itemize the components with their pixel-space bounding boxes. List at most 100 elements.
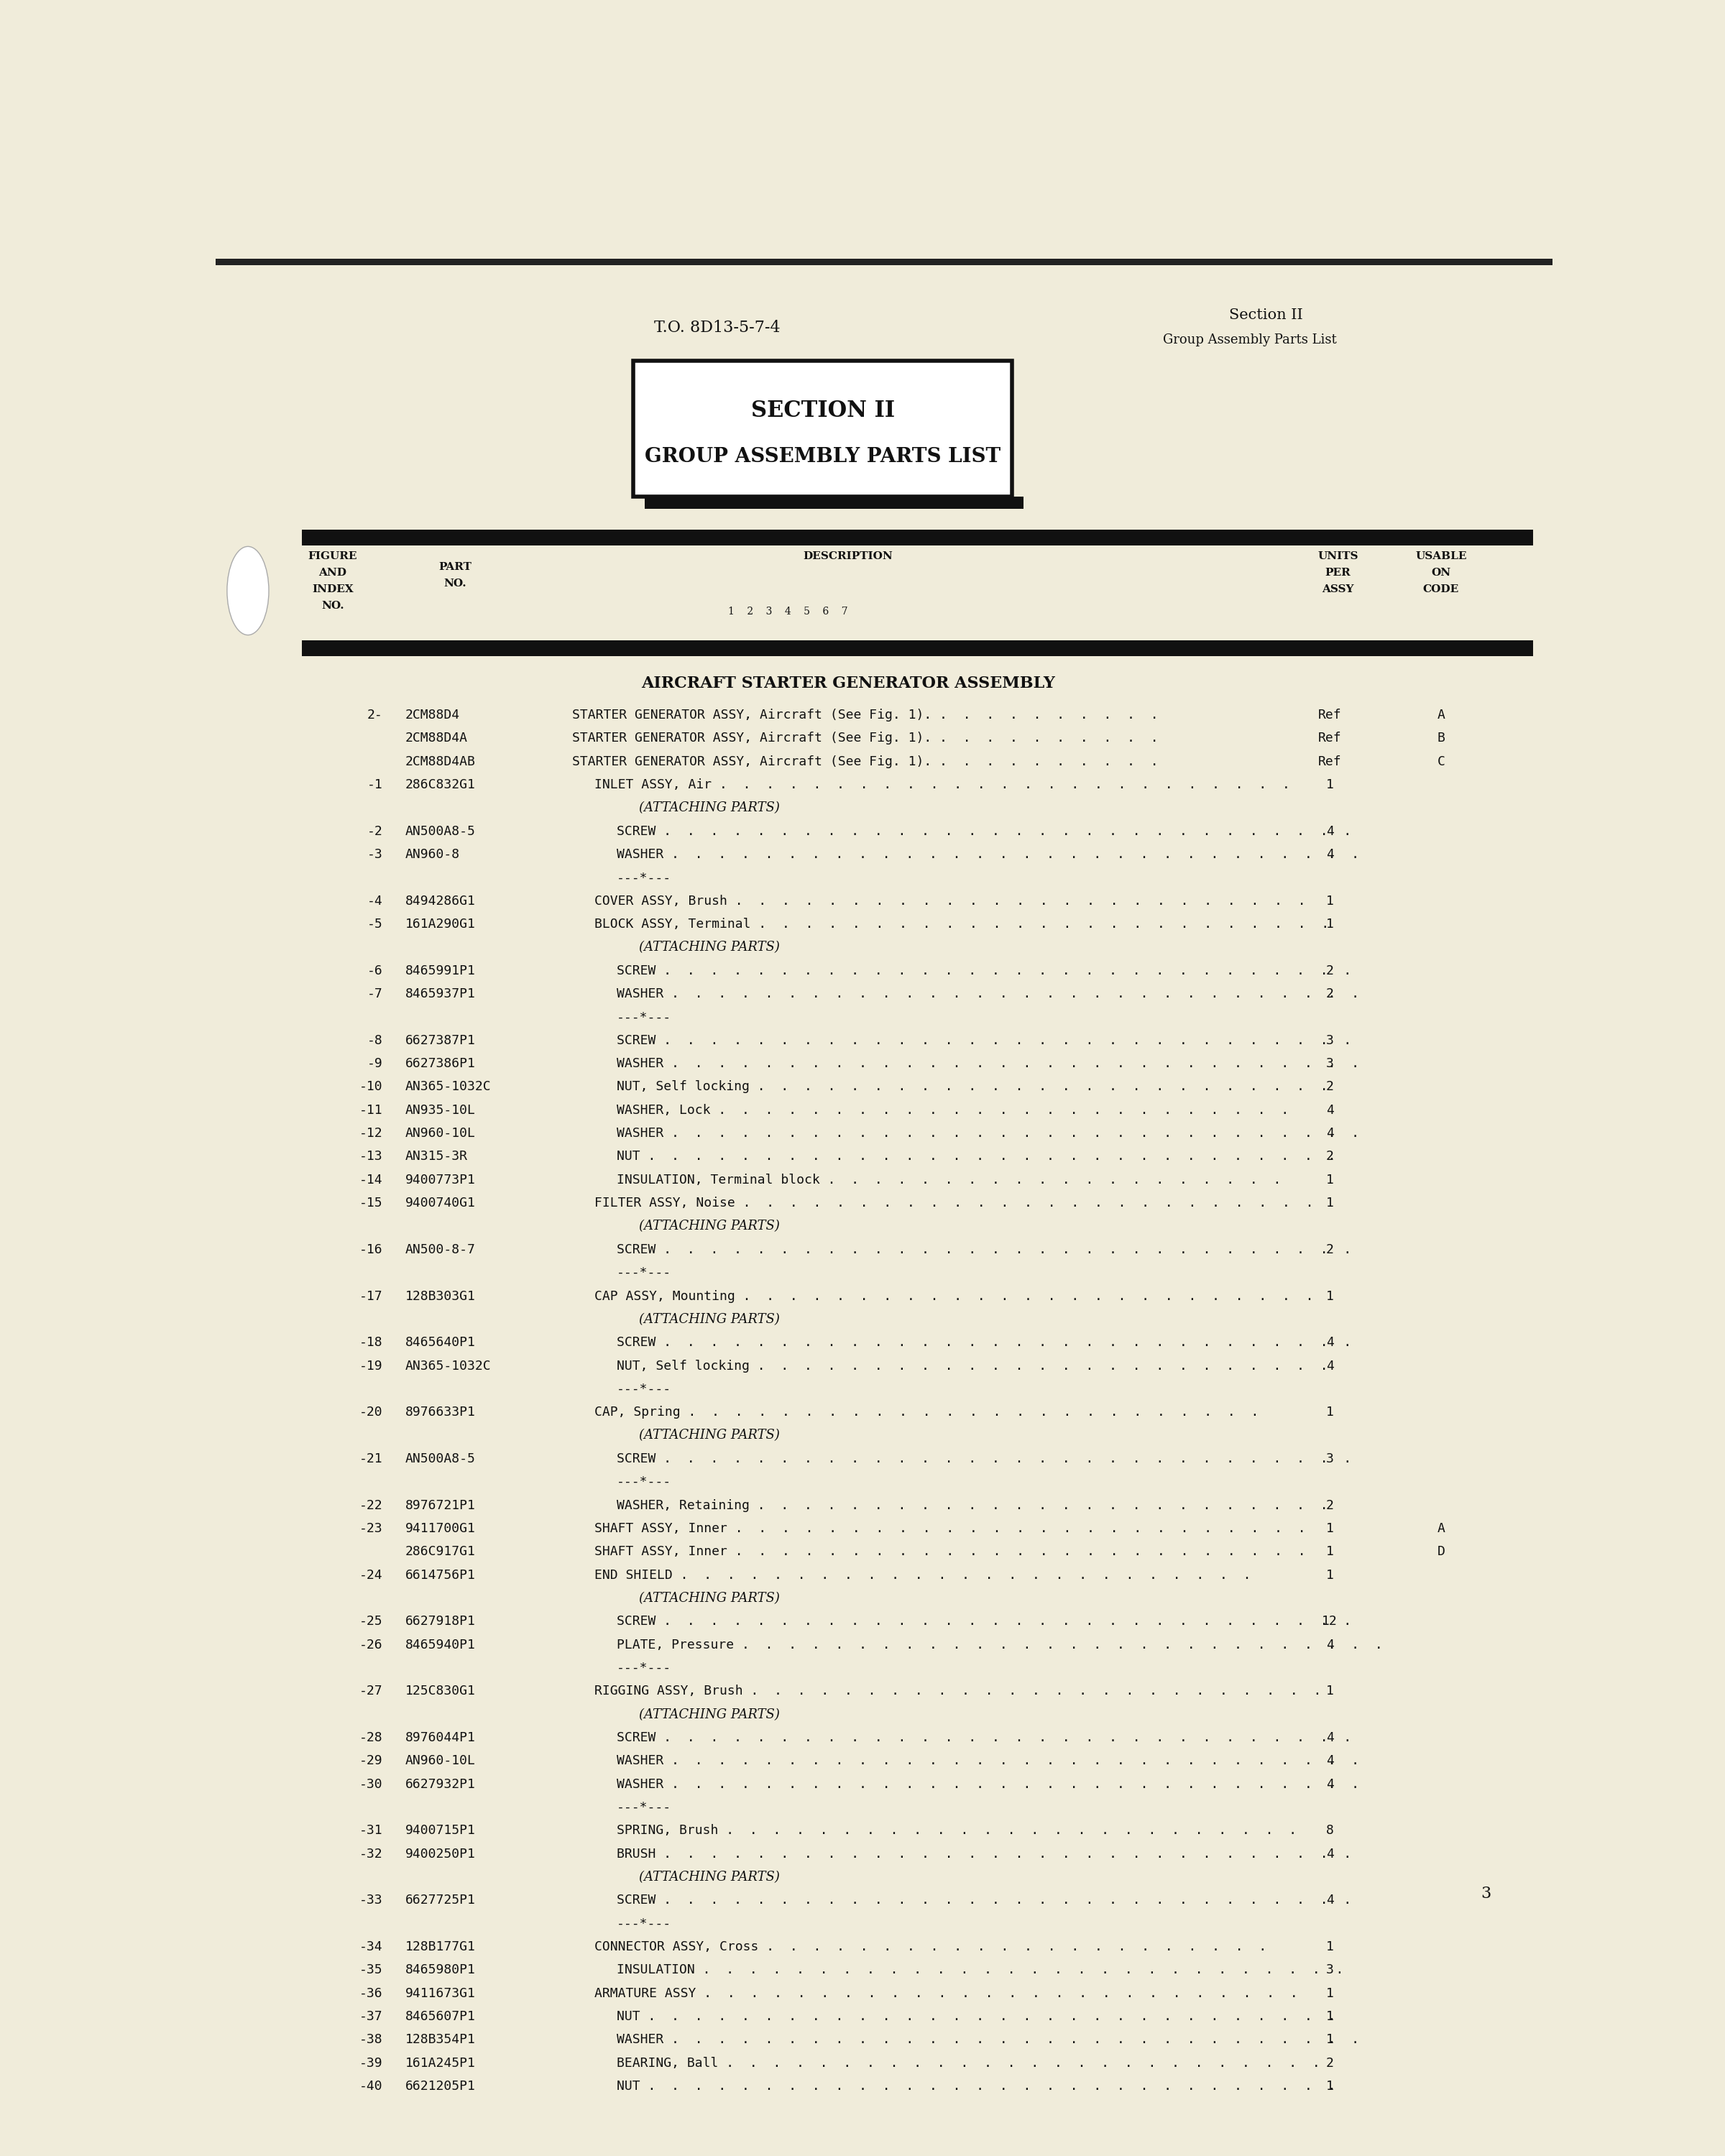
Text: 4: 4 (1327, 1104, 1333, 1117)
Text: B: B (1437, 731, 1446, 744)
Text: T.O. 8D13-5-7-4: T.O. 8D13-5-7-4 (654, 319, 780, 336)
Text: 3: 3 (1480, 1886, 1490, 1902)
Text: 2: 2 (1327, 987, 1333, 1000)
Text: 1: 1 (1327, 1988, 1333, 2001)
Text: 8465607P1: 8465607P1 (405, 2009, 476, 2022)
Text: SPRING, Brush .  .  .  .  .  .  .  .  .  .  .  .  .  .  .  .  .  .  .  .  .  .  : SPRING, Brush . . . . . . . . . . . . . … (618, 1824, 1304, 1837)
Text: NUT .  .  .  .  .  .  .  .  .  .  .  .  .  .  .  .  .  .  .  .  .  .  .  .  .  .: NUT . . . . . . . . . . . . . . . . . . … (618, 1149, 1344, 1162)
Text: (ATTACHING PARTS): (ATTACHING PARTS) (638, 1220, 780, 1233)
Text: ON: ON (1432, 567, 1451, 578)
Text: ---*---: ---*--- (618, 1266, 671, 1279)
Text: ---*---: ---*--- (618, 1917, 671, 1930)
Text: -30: -30 (359, 1779, 383, 1792)
Text: AN960-10L: AN960-10L (405, 1128, 476, 1141)
Text: A: A (1437, 709, 1446, 722)
Text: 1    2    3    4    5    6    7: 1 2 3 4 5 6 7 (728, 606, 849, 617)
Text: AN500A8-5: AN500A8-5 (405, 826, 476, 839)
Text: 2CM88D4AB: 2CM88D4AB (405, 755, 476, 768)
Text: 3: 3 (1327, 1056, 1333, 1069)
Text: 3: 3 (1327, 1964, 1333, 1977)
Text: -21: -21 (359, 1453, 383, 1466)
Bar (302, 640, 1534, 655)
Text: 2: 2 (1327, 1498, 1333, 1511)
Text: (ATTACHING PARTS): (ATTACHING PARTS) (638, 1708, 780, 1720)
Text: INDEX: INDEX (312, 584, 354, 595)
Text: 12: 12 (1321, 1615, 1337, 1628)
Text: -2: -2 (367, 826, 383, 839)
Text: 8465991P1: 8465991P1 (405, 964, 476, 977)
Text: 286C917G1: 286C917G1 (405, 1546, 476, 1559)
Text: 1: 1 (1327, 918, 1333, 931)
Text: CONNECTOR ASSY, Cross .  .  .  .  .  .  .  .  .  .  .  .  .  .  .  .  .  .  .  .: CONNECTOR ASSY, Cross . . . . . . . . . … (595, 1940, 1275, 1953)
Text: -31: -31 (359, 1824, 383, 1837)
Text: 8465980P1: 8465980P1 (405, 1964, 476, 1977)
Text: SHAFT ASSY, Inner .  .  .  .  .  .  .  .  .  .  .  .  .  .  .  .  .  .  .  .  . : SHAFT ASSY, Inner . . . . . . . . . . . … (595, 1522, 1313, 1535)
Text: 2CM88D4A: 2CM88D4A (405, 731, 467, 744)
Text: D: D (1437, 1546, 1446, 1559)
Text: 3: 3 (1327, 1035, 1333, 1048)
Text: WASHER .  .  .  .  .  .  .  .  .  .  .  .  .  .  .  .  .  .  .  .  .  .  .  .  .: WASHER . . . . . . . . . . . . . . . . .… (618, 1779, 1368, 1792)
Text: ARMATURE ASSY .  .  .  .  .  .  .  .  .  .  .  .  .  .  .  .  .  .  .  .  .  .  : ARMATURE ASSY . . . . . . . . . . . . . … (595, 1988, 1306, 2001)
Text: 125C830G1: 125C830G1 (405, 1684, 476, 1697)
Text: AN500A8-5: AN500A8-5 (405, 1453, 476, 1466)
Text: 4: 4 (1327, 847, 1333, 860)
Text: 4: 4 (1327, 1337, 1333, 1350)
Text: CODE: CODE (1423, 584, 1459, 595)
Text: 1: 1 (1327, 1289, 1333, 1302)
Bar (633, 360, 1013, 496)
Bar (216, 259, 1552, 265)
Text: -11: -11 (359, 1104, 383, 1117)
Text: 8976721P1: 8976721P1 (405, 1498, 476, 1511)
Text: -22: -22 (359, 1498, 383, 1511)
Text: 286C832G1: 286C832G1 (405, 778, 476, 791)
Text: 1: 1 (1327, 2033, 1333, 2046)
Text: -4: -4 (367, 895, 383, 908)
Text: A: A (1437, 1522, 1446, 1535)
Text: AND: AND (319, 567, 347, 578)
Text: 8465937P1: 8465937P1 (405, 987, 476, 1000)
Text: 128B177G1: 128B177G1 (405, 1940, 476, 1953)
Text: -13: -13 (359, 1149, 383, 1162)
Text: 6614756P1: 6614756P1 (405, 1570, 476, 1583)
Text: Section II: Section II (1230, 308, 1304, 321)
Text: SCREW .  .  .  .  .  .  .  .  .  .  .  .  .  .  .  .  .  .  .  .  .  .  .  .  . : SCREW . . . . . . . . . . . . . . . . . … (618, 1731, 1359, 1744)
Text: 3: 3 (1327, 1453, 1333, 1466)
Text: WASHER .  .  .  .  .  .  .  .  .  .  .  .  .  .  .  .  .  .  .  .  .  .  .  .  .: WASHER . . . . . . . . . . . . . . . . .… (618, 2033, 1368, 2046)
Text: SCREW .  .  .  .  .  .  .  .  .  .  .  .  .  .  .  .  .  .  .  .  .  .  .  .  . : SCREW . . . . . . . . . . . . . . . . . … (618, 1453, 1359, 1466)
Text: 9400250P1: 9400250P1 (405, 1848, 476, 1861)
Text: 1: 1 (1327, 2081, 1333, 2093)
Text: UNITS: UNITS (1318, 552, 1358, 561)
Text: 8: 8 (1327, 1824, 1333, 1837)
Text: -6: -6 (367, 964, 383, 977)
Text: 128B303G1: 128B303G1 (405, 1289, 476, 1302)
Text: WASHER .  .  .  .  .  .  .  .  .  .  .  .  .  .  .  .  .  .  .  .  .  .  .  .  .: WASHER . . . . . . . . . . . . . . . . .… (618, 1056, 1368, 1069)
Text: SCREW .  .  .  .  .  .  .  .  .  .  .  .  .  .  .  .  .  .  .  .  .  .  .  .  . : SCREW . . . . . . . . . . . . . . . . . … (618, 1337, 1359, 1350)
Text: 1: 1 (1327, 1406, 1333, 1419)
Text: WASHER, Lock .  .  .  .  .  .  .  .  .  .  .  .  .  .  .  .  .  .  .  .  .  .  .: WASHER, Lock . . . . . . . . . . . . . .… (618, 1104, 1297, 1117)
Text: (ATTACHING PARTS): (ATTACHING PARTS) (638, 1313, 780, 1326)
Text: 2: 2 (1327, 964, 1333, 977)
Text: END SHIELD .  .  .  .  .  .  .  .  .  .  .  .  .  .  .  .  .  .  .  .  .  .  .  : END SHIELD . . . . . . . . . . . . . . .… (595, 1570, 1259, 1583)
Text: 6627725P1: 6627725P1 (405, 1893, 476, 1906)
Text: SCREW .  .  .  .  .  .  .  .  .  .  .  .  .  .  .  .  .  .  .  .  .  .  .  .  . : SCREW . . . . . . . . . . . . . . . . . … (618, 1244, 1359, 1257)
Text: C: C (1437, 755, 1446, 768)
Text: NUT, Self locking .  .  .  .  .  .  .  .  .  .  .  .  .  .  .  .  .  .  .  .  . : NUT, Self locking . . . . . . . . . . . … (618, 1360, 1335, 1373)
Text: Ref: Ref (1318, 731, 1342, 744)
Text: SECTION II: SECTION II (750, 399, 895, 423)
Text: WASHER .  .  .  .  .  .  .  .  .  .  .  .  .  .  .  .  .  .  .  .  .  .  .  .  .: WASHER . . . . . . . . . . . . . . . . .… (618, 1128, 1368, 1141)
Text: SCREW .  .  .  .  .  .  .  .  .  .  .  .  .  .  .  .  .  .  .  .  .  .  .  .  . : SCREW . . . . . . . . . . . . . . . . . … (618, 1893, 1359, 1906)
Text: 8465640P1: 8465640P1 (405, 1337, 476, 1350)
Text: 8494286G1: 8494286G1 (405, 895, 476, 908)
Text: AIRCRAFT STARTER GENERATOR ASSEMBLY: AIRCRAFT STARTER GENERATOR ASSEMBLY (642, 675, 1054, 692)
Text: 8976044P1: 8976044P1 (405, 1731, 476, 1744)
Text: Ref: Ref (1318, 755, 1342, 768)
Text: -19: -19 (359, 1360, 383, 1373)
Text: 4: 4 (1327, 1731, 1333, 1744)
Text: Ref: Ref (1318, 709, 1342, 722)
Text: BEARING, Ball .  .  .  .  .  .  .  .  .  .  .  .  .  .  .  .  .  .  .  .  .  .  : BEARING, Ball . . . . . . . . . . . . . … (618, 2057, 1328, 2070)
Text: (ATTACHING PARTS): (ATTACHING PARTS) (638, 1591, 780, 1604)
Text: 4: 4 (1327, 1893, 1333, 1906)
Text: -32: -32 (359, 1848, 383, 1861)
Text: 2: 2 (1327, 1244, 1333, 1257)
Text: BRUSH .  .  .  .  .  .  .  .  .  .  .  .  .  .  .  .  .  .  .  .  .  .  .  .  . : BRUSH . . . . . . . . . . . . . . . . . … (618, 1848, 1359, 1861)
